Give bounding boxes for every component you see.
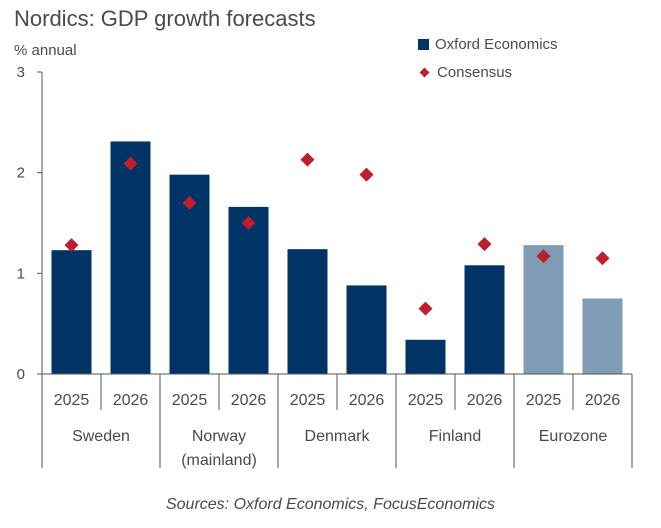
y-axis-label: % annual xyxy=(14,42,77,59)
x-tick-label: 2026 xyxy=(585,392,621,409)
y-tick-label: 0 xyxy=(17,366,25,383)
consensus-marker-norway-2025 xyxy=(182,195,197,210)
consensus-marker-sweden-2026 xyxy=(123,156,138,171)
x-tick-label: 2026 xyxy=(231,392,267,409)
group-label: (mainland) xyxy=(181,452,257,469)
source-note: Sources: Oxford Economics, FocusEconomic… xyxy=(165,496,495,513)
bar-eurozone-2025 xyxy=(523,245,564,374)
x-tick-label: 2026 xyxy=(113,392,149,409)
x-tick-label: 2025 xyxy=(290,392,326,409)
y-tick-label: 2 xyxy=(17,165,25,182)
bar-eurozone-2026 xyxy=(582,298,623,374)
consensus-marker-denmark-2026 xyxy=(359,167,374,182)
x-tick-label: 2025 xyxy=(54,392,90,409)
legend-item-oxford: Oxford Economics xyxy=(418,30,558,58)
bar-denmark-2026 xyxy=(346,285,387,374)
x-tick-label: 2025 xyxy=(526,392,562,409)
bar-norway-2026 xyxy=(228,206,269,374)
y-tick-label: 1 xyxy=(17,265,25,282)
consensus-marker-sweden-2025 xyxy=(64,238,79,253)
consensus-marker-norway-2026 xyxy=(241,216,256,230)
bar-sweden-2025 xyxy=(51,250,92,374)
group-label: Denmark xyxy=(305,428,371,445)
consensus-marker-denmark-2025 xyxy=(300,152,315,167)
legend-swatch-bar xyxy=(418,38,429,50)
bar-finland-2026 xyxy=(464,265,505,374)
legend-item-consensus: Consensus xyxy=(418,58,558,86)
bar-finland-2025 xyxy=(405,339,446,374)
bar-denmark-2025 xyxy=(287,249,328,374)
legend-label: Consensus xyxy=(437,63,513,81)
x-tick-label: 2026 xyxy=(467,392,503,409)
bar-sweden-2026 xyxy=(110,141,151,374)
chart-title: Nordics: GDP growth forecasts xyxy=(14,6,316,31)
group-label: Norway xyxy=(192,428,246,445)
x-tick-label: 2025 xyxy=(408,392,444,409)
x-tick-label: 2026 xyxy=(349,392,385,409)
group-label: Finland xyxy=(429,428,481,445)
consensus-marker-eurozone-2025 xyxy=(536,249,551,264)
consensus-marker-finland-2026 xyxy=(477,237,492,252)
legend-label: Oxford Economics xyxy=(435,35,558,53)
consensus-marker-finland-2025 xyxy=(418,301,433,316)
legend: Oxford Economics Consensus xyxy=(418,30,558,86)
group-label: Eurozone xyxy=(539,428,608,445)
x-tick-label: 2025 xyxy=(172,392,208,409)
consensus-marker-eurozone-2026 xyxy=(595,251,610,266)
y-tick-label: 3 xyxy=(17,64,25,81)
group-label: Sweden xyxy=(72,428,130,445)
